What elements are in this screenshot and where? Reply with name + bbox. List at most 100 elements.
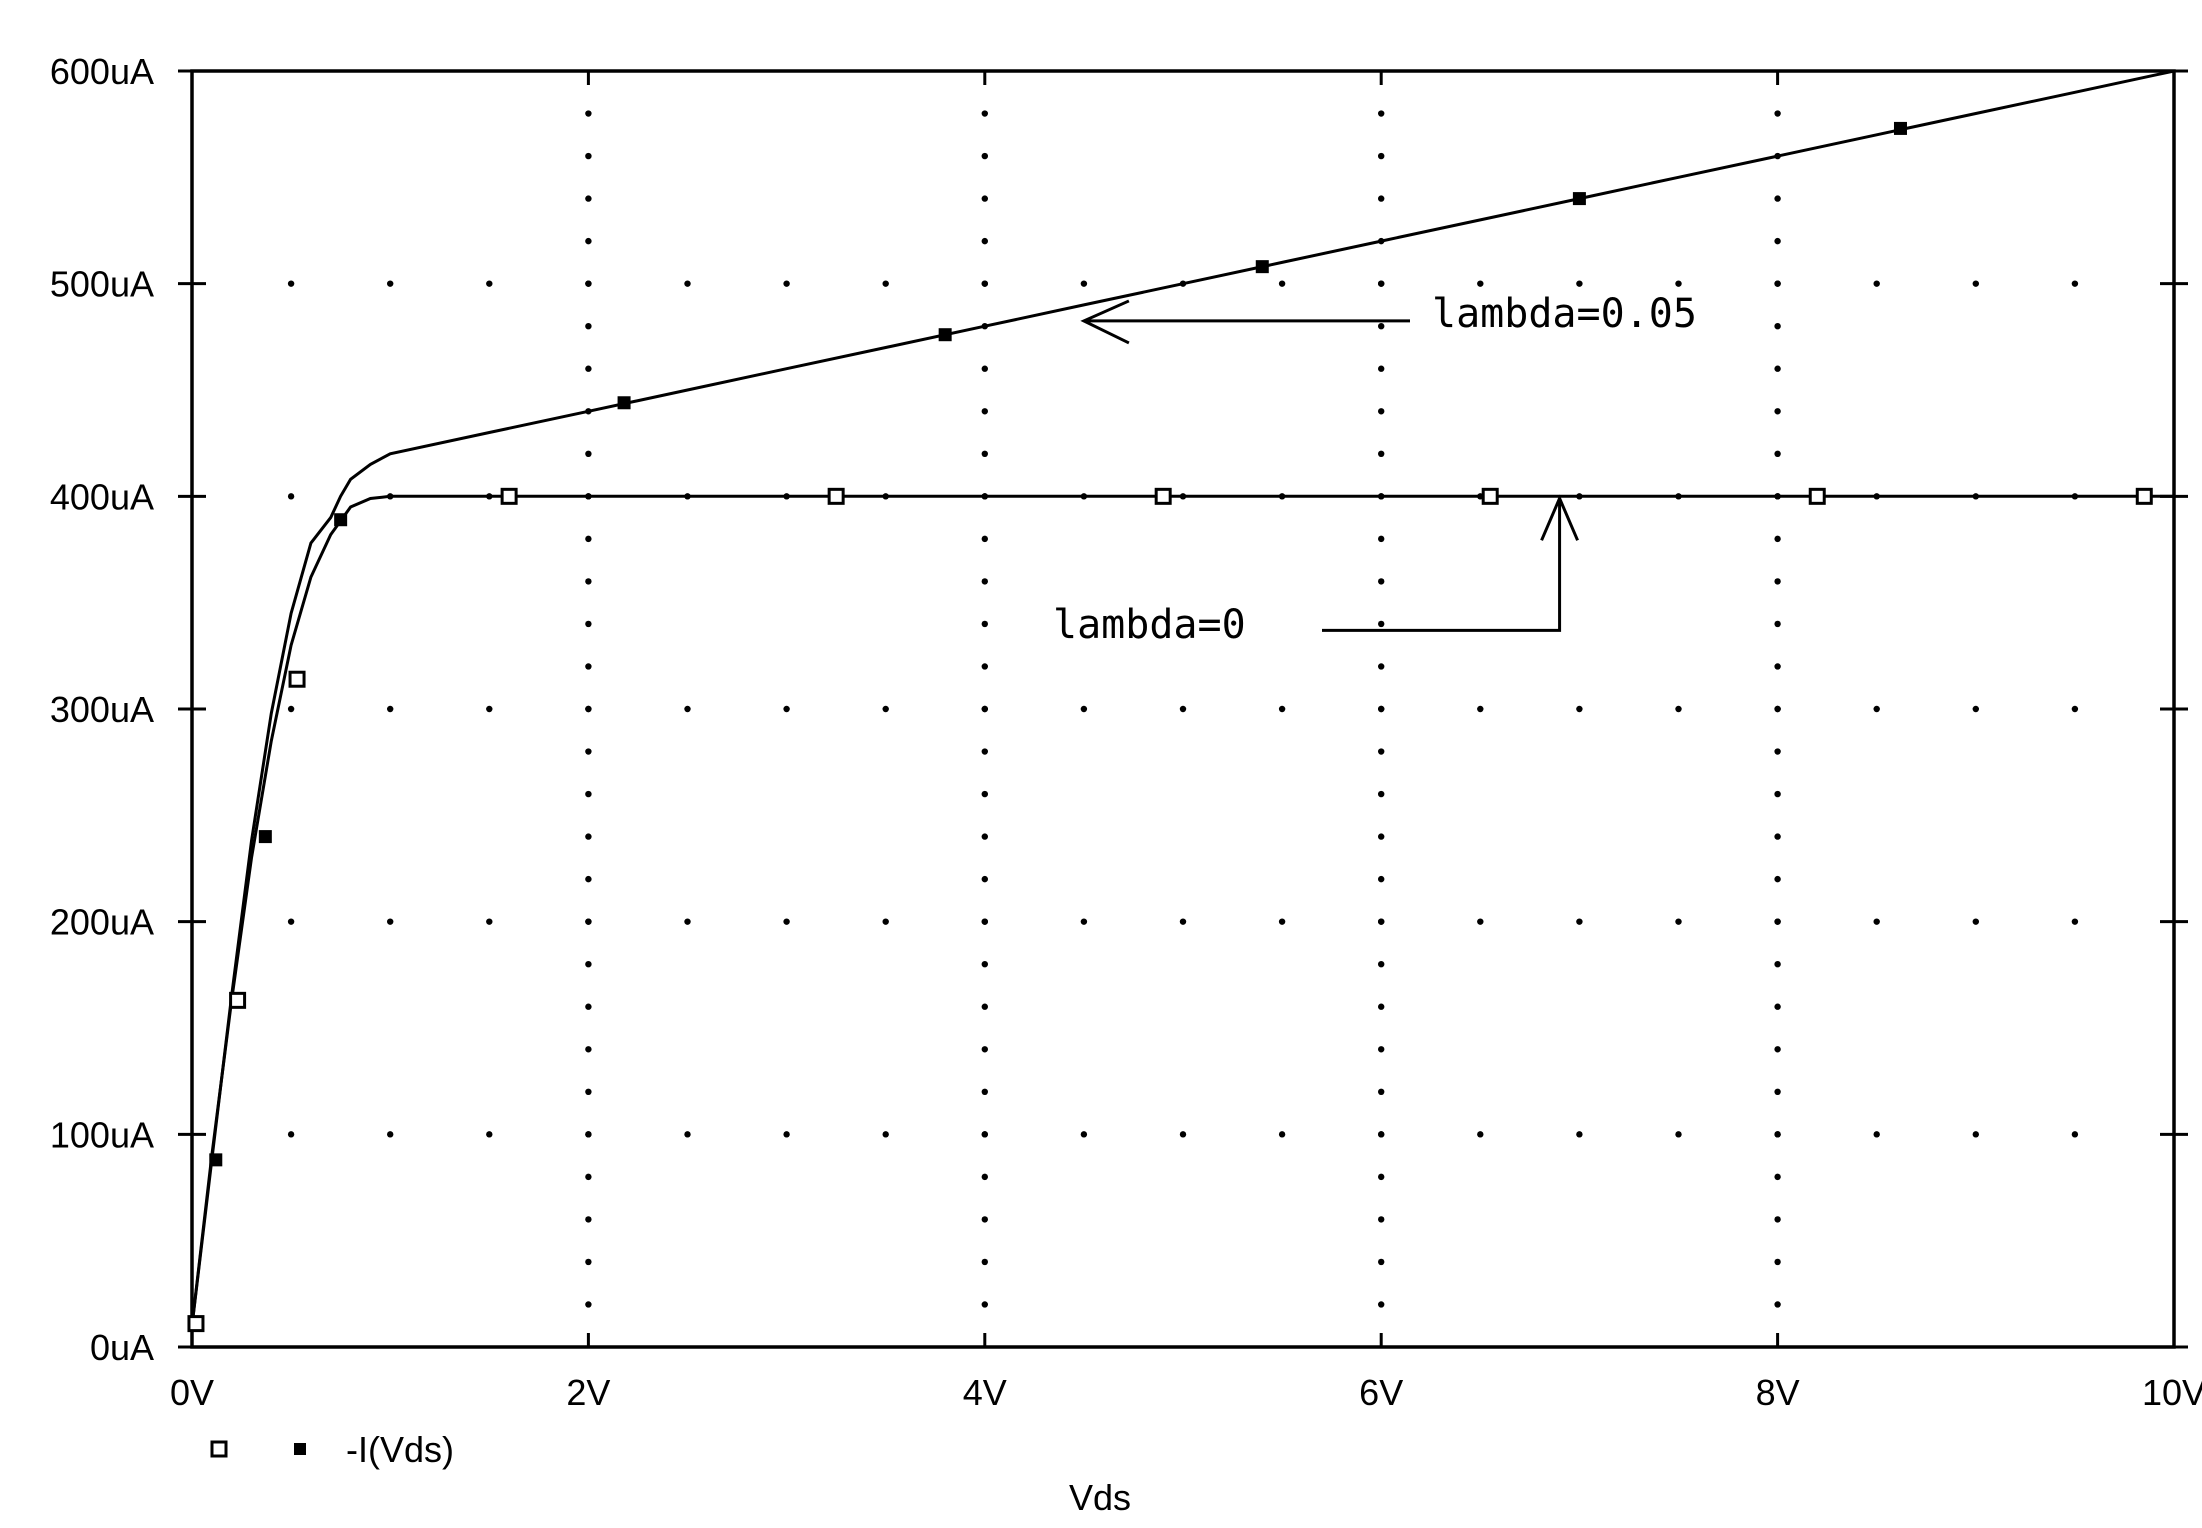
marker-open-square: [2135, 487, 2153, 505]
grid-dot-vertical: [1378, 450, 1385, 457]
grid-dot-horizontal: [387, 280, 394, 287]
marker-open-square: [1154, 487, 1172, 505]
grid-dot-vertical: [981, 1173, 988, 1181]
grid-dot-vertical: [981, 1003, 988, 1010]
grid-dot-vertical: [585, 1258, 592, 1266]
grid-dot-horizontal: [684, 280, 691, 287]
grid-dot-horizontal: [1080, 1131, 1088, 1138]
grid-dot-vertical: [1378, 1216, 1385, 1223]
grid-dot-horizontal: [287, 280, 295, 287]
grid-dot-vertical: [1378, 323, 1385, 330]
grid-dot-vertical: [1378, 1088, 1385, 1096]
grid-dot-horizontal: [1378, 918, 1385, 925]
grid-dot-vertical: [1774, 195, 1781, 202]
grid-dot-vertical: [1774, 620, 1781, 628]
grid-dot-horizontal: [1278, 280, 1286, 287]
grid-dot-horizontal: [1873, 918, 1880, 925]
grid-dot-horizontal: [882, 918, 889, 925]
grid-dot-horizontal: [783, 705, 790, 713]
x-tick-label: 8V: [1756, 1372, 1800, 1413]
grid-dot-horizontal: [1179, 918, 1187, 925]
annotation-arrow-lambda-005: [1080, 299, 1410, 345]
legend-open-square-icon: [210, 1440, 228, 1458]
grid-dot-horizontal: [1278, 918, 1286, 925]
y-tick-label: 300uA: [50, 689, 154, 730]
grid-dot-horizontal: [1675, 1131, 1682, 1138]
marker-filled-square: [1893, 121, 1907, 135]
marker-open-square: [1808, 487, 1826, 505]
marker-filled-square: [1572, 192, 1586, 206]
grid-dot-horizontal: [1774, 705, 1781, 713]
grid-dot-horizontal: [486, 918, 493, 925]
grid-dot-vertical: [585, 748, 592, 755]
annotation-lambda-0: lambda=0: [1053, 602, 1246, 648]
y-tick-label: 100uA: [50, 1114, 154, 1155]
legend-label: -I(Vds): [346, 1429, 454, 1470]
marker-open-square: [229, 991, 247, 1009]
grid-dot-horizontal: [1576, 280, 1583, 287]
grid-dot-vertical: [1378, 1046, 1385, 1053]
grid-dot-vertical: [1774, 110, 1781, 117]
legend: -I(Vds): [210, 1429, 454, 1470]
grid-dot-vertical: [1378, 1003, 1385, 1010]
marker-filled-square: [258, 830, 272, 844]
annotation-arrow-lambda-0: [1322, 494, 1579, 632]
grid-dot-vertical: [1378, 663, 1385, 670]
grid-dot-vertical: [585, 195, 592, 202]
grid-dot-horizontal: [783, 1131, 790, 1138]
grid-dot-vertical: [981, 195, 988, 202]
grid-dot-horizontal: [1179, 705, 1187, 713]
grid-dot-vertical: [585, 1173, 592, 1181]
marker-filled-square: [209, 1153, 223, 1167]
grid-dot-horizontal: [1080, 918, 1088, 925]
grid-dot-horizontal: [287, 1131, 295, 1138]
grid-dot-vertical: [1378, 195, 1385, 202]
grid-dot-vertical: [1378, 365, 1385, 372]
grid-dot-vertical: [585, 1003, 592, 1010]
grid-dot-vertical: [1378, 535, 1385, 543]
grid-dot-horizontal: [387, 705, 394, 713]
grid-dot-vertical: [981, 790, 988, 798]
grid-dot-vertical: [981, 408, 988, 415]
grid-dot-horizontal: [882, 1131, 889, 1138]
grid-dot-vertical: [981, 1216, 988, 1223]
marker-filled-square: [938, 328, 952, 342]
grid-dot-horizontal: [1576, 1131, 1583, 1138]
grid-dot-vertical: [981, 663, 988, 670]
grid-dot-vertical: [585, 790, 592, 798]
grid-dot-horizontal: [981, 1131, 988, 1138]
grid-dot-horizontal: [981, 918, 988, 925]
grid-dot-horizontal: [1576, 705, 1583, 713]
grid-dot-vertical: [1774, 408, 1781, 415]
grid-dot-vertical: [585, 833, 592, 840]
grid-dot-vertical: [981, 237, 988, 245]
grid-dot-vertical: [981, 1088, 988, 1096]
grid-dot-horizontal: [1378, 1131, 1385, 1138]
marker-open-square: [827, 487, 845, 505]
y-tick-label: 400uA: [50, 476, 154, 517]
grid-dot-vertical: [1378, 110, 1385, 117]
grid-dot-vertical: [1378, 1173, 1385, 1181]
grid-dot-vertical: [1378, 748, 1385, 755]
grid-dot-vertical: [1774, 1173, 1781, 1181]
annotation-lambda-005: lambda=0.05: [1432, 291, 1697, 337]
grid-dot-horizontal: [287, 705, 295, 713]
grid-dot-horizontal: [1675, 918, 1682, 925]
grid-dot-vertical: [981, 535, 988, 543]
grid-dot-horizontal: [1378, 280, 1385, 287]
grid-dot-vertical: [1378, 620, 1385, 628]
y-axis-ticks: 0uA 100uA 200uA 300uA 400uA 500uA 600uA: [50, 51, 2188, 1368]
grid-dot-horizontal: [882, 280, 889, 287]
grid-dot-vertical: [585, 450, 592, 457]
grid-dot-horizontal: [585, 280, 592, 287]
grid-dot-vertical: [981, 833, 988, 840]
grid-dot-vertical: [585, 1216, 592, 1223]
grid-dot-vertical: [1774, 1301, 1781, 1308]
y-tick-label: 200uA: [50, 902, 154, 943]
grid-dot-vertical: [1378, 875, 1385, 883]
grid-dot-horizontal: [287, 493, 295, 500]
legend-filled-square-icon: [294, 1443, 306, 1455]
grid-dot-horizontal: [1873, 705, 1880, 713]
grid-dot-vertical: [1774, 365, 1781, 372]
